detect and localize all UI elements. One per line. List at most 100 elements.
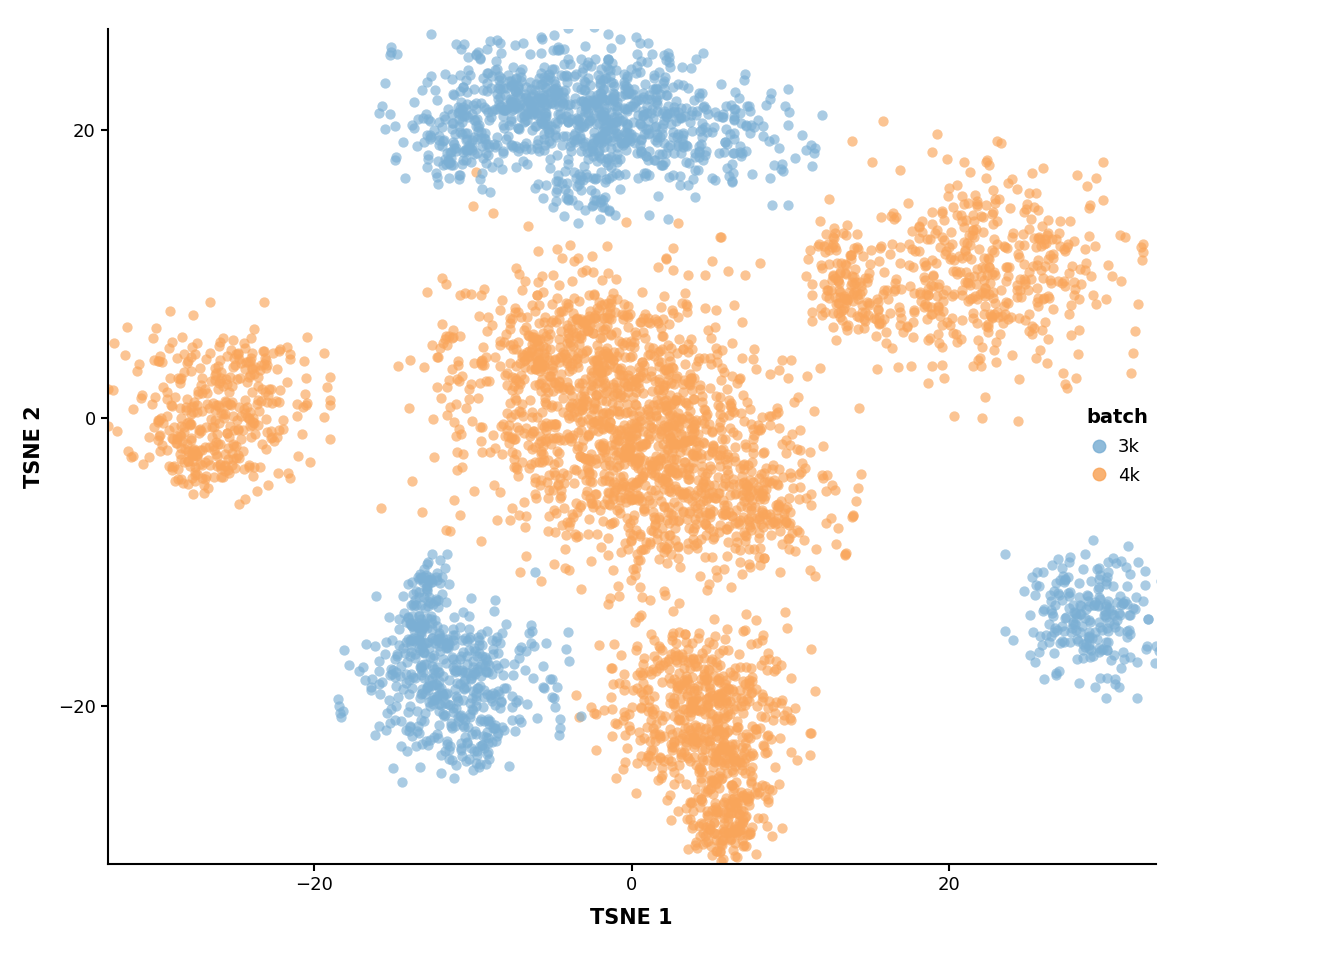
- Point: [521, 442, 543, 457]
- Point: [669, 393, 691, 408]
- Point: [731, 749, 753, 764]
- Point: [481, 69, 503, 84]
- Point: [487, 130, 508, 145]
- Point: [1089, 670, 1110, 685]
- Point: [477, 744, 499, 759]
- Point: [470, 352, 492, 368]
- Point: [665, 371, 687, 386]
- Point: [601, 350, 622, 366]
- Point: [556, 350, 578, 366]
- Point: [612, 712, 633, 728]
- Point: [636, 106, 657, 121]
- Point: [759, 170, 781, 185]
- Point: [675, 108, 696, 123]
- Point: [637, 122, 659, 137]
- Point: [960, 251, 981, 266]
- Point: [1038, 288, 1059, 303]
- Point: [914, 299, 935, 314]
- Point: [532, 659, 554, 674]
- Point: [696, 804, 718, 819]
- Point: [949, 264, 970, 279]
- Point: [531, 418, 552, 433]
- Point: [513, 353, 535, 369]
- Point: [548, 728, 570, 743]
- Point: [724, 794, 746, 809]
- Point: [527, 332, 548, 348]
- Point: [528, 143, 550, 158]
- Point: [902, 314, 923, 329]
- Point: [614, 479, 636, 494]
- Point: [598, 405, 620, 420]
- Point: [465, 644, 487, 660]
- Point: [184, 347, 206, 362]
- Point: [587, 144, 609, 159]
- Point: [563, 164, 585, 180]
- Point: [753, 506, 774, 521]
- Point: [198, 439, 219, 454]
- Point: [401, 644, 422, 660]
- Point: [418, 672, 439, 687]
- Point: [706, 354, 727, 370]
- Point: [761, 527, 782, 542]
- Point: [995, 259, 1016, 275]
- Point: [540, 135, 562, 151]
- Point: [715, 804, 737, 820]
- Point: [661, 726, 683, 741]
- Point: [730, 827, 751, 842]
- Point: [462, 97, 484, 112]
- Point: [1087, 598, 1109, 613]
- Point: [427, 176, 449, 191]
- Point: [594, 321, 616, 336]
- Point: [741, 759, 762, 775]
- Point: [707, 746, 728, 761]
- Point: [439, 399, 461, 415]
- Point: [706, 711, 727, 727]
- Point: [555, 108, 577, 124]
- Point: [602, 402, 624, 418]
- Point: [601, 74, 622, 89]
- Point: [695, 403, 716, 419]
- Point: [694, 300, 715, 316]
- Point: [176, 402, 198, 418]
- Point: [171, 371, 192, 386]
- Point: [257, 395, 278, 410]
- Point: [734, 744, 755, 759]
- Point: [603, 636, 625, 652]
- Point: [692, 753, 714, 768]
- Point: [655, 392, 676, 407]
- Point: [616, 740, 637, 756]
- Point: [464, 664, 485, 680]
- Point: [969, 241, 991, 256]
- Point: [613, 761, 634, 777]
- Point: [425, 612, 446, 628]
- Point: [586, 91, 607, 107]
- Point: [437, 631, 458, 646]
- Point: [970, 350, 992, 366]
- Point: [679, 506, 700, 521]
- Point: [415, 733, 437, 749]
- Point: [184, 447, 206, 463]
- Point: [406, 583, 427, 598]
- Point: [712, 109, 734, 125]
- Point: [454, 719, 476, 734]
- Point: [375, 635, 396, 650]
- Point: [574, 74, 595, 89]
- Point: [732, 814, 754, 829]
- Point: [1016, 196, 1038, 211]
- Point: [671, 296, 692, 311]
- Point: [706, 718, 727, 733]
- Point: [505, 694, 527, 709]
- Point: [468, 759, 489, 775]
- Point: [754, 738, 775, 754]
- Point: [593, 436, 614, 451]
- Point: [597, 547, 618, 563]
- Point: [715, 710, 737, 726]
- Point: [524, 303, 546, 319]
- Point: [515, 86, 536, 102]
- Point: [681, 730, 703, 745]
- Point: [688, 150, 710, 165]
- Point: [669, 712, 691, 728]
- Point: [607, 167, 629, 182]
- Point: [1039, 273, 1060, 288]
- Point: [708, 674, 730, 689]
